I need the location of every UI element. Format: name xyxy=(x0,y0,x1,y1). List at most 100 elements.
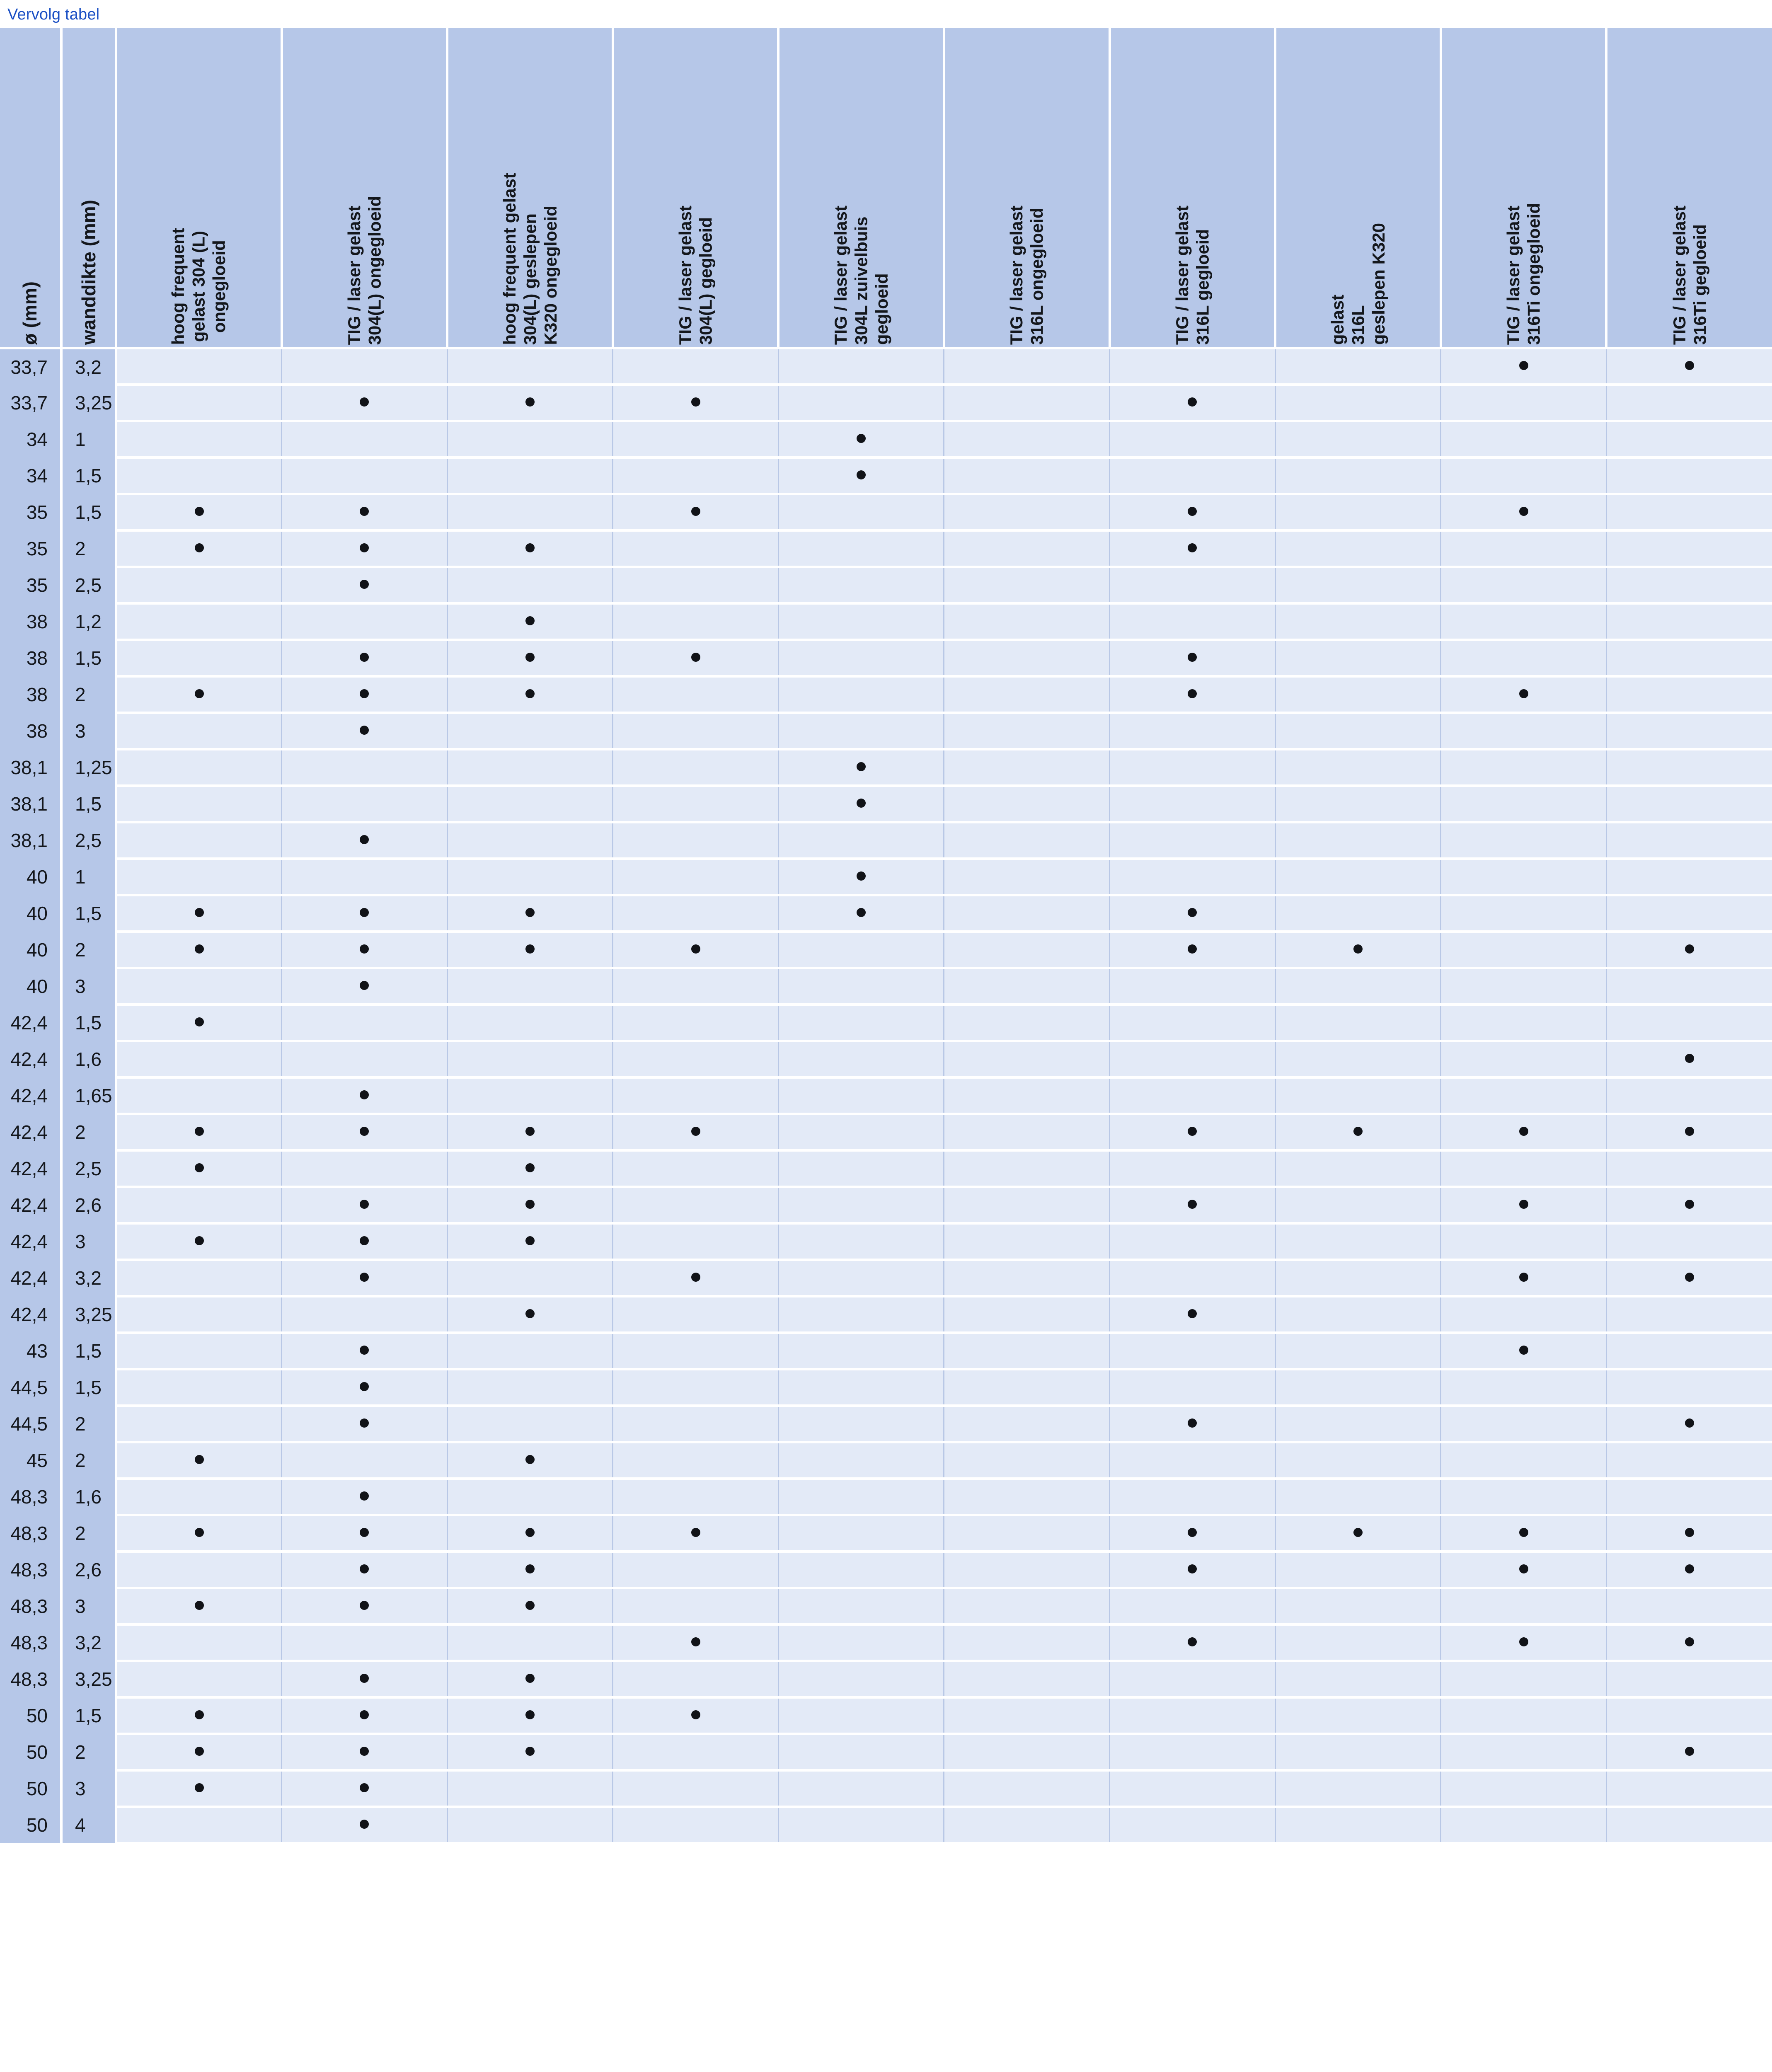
cell-empty xyxy=(944,713,1111,750)
cell-empty xyxy=(1275,1260,1442,1297)
availability-dot-icon xyxy=(691,397,700,407)
cell-empty xyxy=(281,1150,448,1188)
cell-available xyxy=(778,749,945,787)
availability-dot-icon xyxy=(525,1746,535,1756)
availability-dot-icon xyxy=(194,1600,204,1610)
availability-dot-icon xyxy=(360,1491,369,1501)
cell-empty xyxy=(1275,1077,1442,1115)
cell-empty xyxy=(944,1296,1111,1334)
cell-wall-thickness: 3 xyxy=(61,1770,117,1807)
cell-empty xyxy=(1275,1697,1442,1735)
table-row: 42,4 1,5 xyxy=(0,1005,1772,1042)
header-col-4-label: TIG / laser gelast 304(L) gegloeid xyxy=(675,205,716,345)
cell-empty xyxy=(778,603,945,641)
cell-empty xyxy=(1275,385,1442,422)
availability-dot-icon xyxy=(1685,1126,1694,1136)
availability-dot-icon xyxy=(194,1746,204,1756)
cell-diameter: 38,1 xyxy=(0,749,63,786)
cell-empty xyxy=(1606,895,1772,933)
cell-available xyxy=(447,1187,614,1225)
table-row: 48,3 3,25 xyxy=(0,1661,1772,1699)
cell-empty xyxy=(116,968,283,1006)
cell-wall-thickness: 1,5 xyxy=(61,1005,117,1041)
cell-empty xyxy=(1606,1223,1772,1261)
cell-empty xyxy=(1275,713,1442,750)
cell-empty xyxy=(116,1369,283,1407)
cell-available xyxy=(447,1588,614,1626)
cell-empty xyxy=(1440,895,1607,933)
availability-dot-icon xyxy=(194,1710,204,1719)
cell-available xyxy=(447,640,614,678)
cell-diameter: 50 xyxy=(0,1770,63,1807)
cell-empty xyxy=(1606,640,1772,678)
availability-dot-icon xyxy=(194,1527,204,1537)
cell-empty xyxy=(778,932,945,969)
cell-empty xyxy=(1440,530,1607,568)
cell-empty xyxy=(447,567,614,605)
cell-diameter: 35 xyxy=(0,494,63,530)
cell-empty xyxy=(1275,1770,1442,1808)
availability-dot-icon xyxy=(1685,1199,1694,1209)
cell-empty xyxy=(1606,1479,1772,1516)
availability-dot-icon xyxy=(691,1527,700,1537)
cell-empty xyxy=(1275,1041,1442,1079)
cell-empty xyxy=(778,1661,945,1699)
cell-empty xyxy=(1440,932,1607,969)
cell-wall-thickness: 2 xyxy=(61,1734,117,1770)
cell-empty xyxy=(1109,1770,1276,1808)
cell-empty xyxy=(612,968,779,1006)
cell-empty xyxy=(612,713,779,750)
cell-empty xyxy=(1109,822,1276,860)
availability-dot-icon xyxy=(525,908,535,917)
cell-empty xyxy=(612,1807,779,1844)
cell-empty xyxy=(778,567,945,605)
cell-empty xyxy=(116,859,283,896)
cell-empty xyxy=(1440,713,1607,750)
header-col-5: TIG / laser gelast 304L zuivelbuis geglo… xyxy=(778,28,945,349)
cell-available xyxy=(612,1624,779,1662)
cell-empty xyxy=(447,1369,614,1407)
cell-empty xyxy=(1440,421,1607,459)
cell-empty xyxy=(944,385,1111,422)
cell-available xyxy=(612,1260,779,1297)
cell-available xyxy=(1109,640,1276,678)
availability-dot-icon xyxy=(1188,652,1197,662)
cell-empty xyxy=(778,1187,945,1225)
availability-dot-icon xyxy=(525,1126,535,1136)
availability-dot-icon xyxy=(525,944,535,954)
cell-available xyxy=(778,421,945,459)
cell-available xyxy=(1440,676,1607,714)
cell-available xyxy=(1109,494,1276,532)
cell-empty xyxy=(1606,859,1772,896)
availability-dot-icon xyxy=(525,1673,535,1683)
availability-dot-icon xyxy=(525,1236,535,1245)
availability-dot-icon xyxy=(360,1236,369,1245)
cell-available xyxy=(281,1333,448,1370)
cell-available xyxy=(778,786,945,823)
table-row: 40 3 xyxy=(0,968,1772,1006)
availability-dot-icon xyxy=(360,506,369,516)
cell-empty xyxy=(447,1077,614,1115)
cell-empty xyxy=(778,640,945,678)
cell-wall-thickness: 3,25 xyxy=(61,1296,117,1333)
cell-empty xyxy=(778,1223,945,1261)
cell-empty xyxy=(1275,1734,1442,1772)
cell-diameter: 33,7 xyxy=(0,385,63,421)
cell-available xyxy=(281,1369,448,1407)
cell-empty xyxy=(447,1406,614,1443)
availability-dot-icon xyxy=(1519,506,1528,516)
cell-wall-thickness: 2 xyxy=(61,1406,117,1442)
cell-empty xyxy=(447,859,614,896)
availability-dot-icon xyxy=(691,506,700,516)
cell-empty xyxy=(447,1770,614,1808)
availability-dot-icon xyxy=(1519,1527,1528,1537)
cell-available xyxy=(1606,1114,1772,1152)
availability-dot-icon xyxy=(194,1163,204,1172)
availability-dot-icon xyxy=(360,1564,369,1573)
cell-empty xyxy=(281,603,448,641)
cell-empty xyxy=(1606,749,1772,787)
cell-wall-thickness: 1,5 xyxy=(61,786,117,822)
cell-empty xyxy=(1440,1442,1607,1480)
cell-empty xyxy=(1275,421,1442,459)
cell-available xyxy=(281,530,448,568)
